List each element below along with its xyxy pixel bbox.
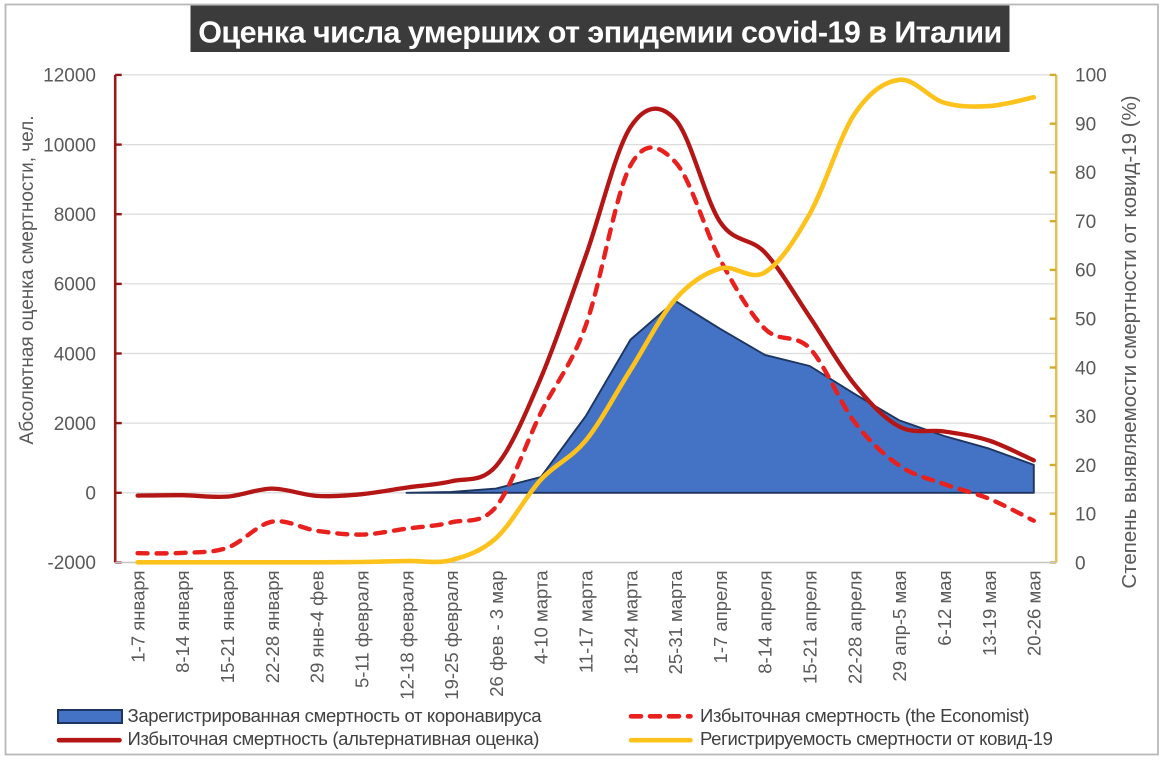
svg-text:1-7 января: 1-7 января (127, 571, 148, 663)
svg-text:6-12 мая: 6-12 мая (934, 571, 955, 646)
svg-text:Абсолютная оценка смертности,: Абсолютная оценка смертности, чел. (17, 116, 38, 445)
svg-text:19-25 февраля: 19-25 февраля (441, 571, 462, 700)
svg-text:20-26 мая: 20-26 мая (1024, 571, 1045, 656)
svg-text:Избыточная смертность (альтерн: Избыточная смертность (альтернативная оц… (128, 728, 540, 749)
svg-text:90: 90 (1075, 115, 1096, 136)
svg-text:50: 50 (1075, 310, 1096, 331)
svg-text:Регистрируемость смертности от: Регистрируемость смертности от ковид-19 (700, 728, 1053, 749)
svg-text:4000: 4000 (54, 344, 96, 365)
svg-text:Избыточная смертность (the Eco: Избыточная смертность (the Economist) (700, 705, 1029, 726)
svg-text:18-24 марта: 18-24 марта (620, 570, 641, 675)
svg-text:1-7 апреля: 1-7 апреля (710, 571, 731, 664)
svg-text:Оценка числа умерших от эпидем: Оценка числа умерших от эпидемии covid-1… (198, 16, 1002, 50)
svg-text:22-28 апреля: 22-28 апреля (844, 571, 865, 685)
svg-text:70: 70 (1075, 212, 1096, 233)
svg-text:12-18 февраля: 12-18 февраля (396, 571, 417, 700)
svg-text:10: 10 (1075, 505, 1096, 526)
svg-text:40: 40 (1075, 358, 1096, 379)
svg-text:11-17 марта: 11-17 марта (576, 570, 597, 673)
svg-text:25-31 марта: 25-31 марта (665, 570, 686, 675)
svg-text:20: 20 (1075, 456, 1096, 477)
svg-text:15-21 апреля: 15-21 апреля (800, 571, 821, 685)
svg-text:15-21 января: 15-21 января (217, 571, 238, 684)
svg-text:Зарегистрированная смертность: Зарегистрированная смертность от коронав… (128, 705, 543, 726)
svg-text:10000: 10000 (43, 135, 96, 156)
svg-text:8-14 апреля: 8-14 апреля (755, 571, 776, 674)
svg-text:2000: 2000 (54, 414, 96, 435)
svg-text:60: 60 (1075, 261, 1096, 282)
svg-text:22-28 января: 22-28 января (262, 571, 283, 684)
svg-text:0: 0 (1075, 553, 1086, 574)
svg-text:8-14 января: 8-14 января (172, 571, 193, 673)
svg-text:12000: 12000 (43, 66, 96, 87)
svg-text:0: 0 (85, 484, 96, 505)
svg-text:29 апр-5 мая: 29 апр-5 мая (889, 571, 910, 682)
svg-text:6000: 6000 (54, 275, 96, 296)
svg-text:5-11 февраля: 5-11 февраля (352, 571, 373, 689)
svg-text:8000: 8000 (54, 205, 96, 226)
svg-text:Степень выявляемости смертност: Степень выявляемости смертности от ковид… (1118, 95, 1141, 588)
svg-text:29 янв-4 фев: 29 янв-4 фев (307, 570, 328, 683)
svg-text:-2000: -2000 (47, 553, 96, 574)
svg-text:13-19 мая: 13-19 мая (979, 571, 1000, 656)
svg-text:30: 30 (1075, 407, 1096, 428)
svg-text:26 фев - 3 мар: 26 фев - 3 мар (486, 571, 507, 697)
svg-text:80: 80 (1075, 163, 1096, 184)
svg-text:4-10 марта: 4-10 марта (531, 570, 552, 664)
svg-text:100: 100 (1075, 66, 1107, 87)
